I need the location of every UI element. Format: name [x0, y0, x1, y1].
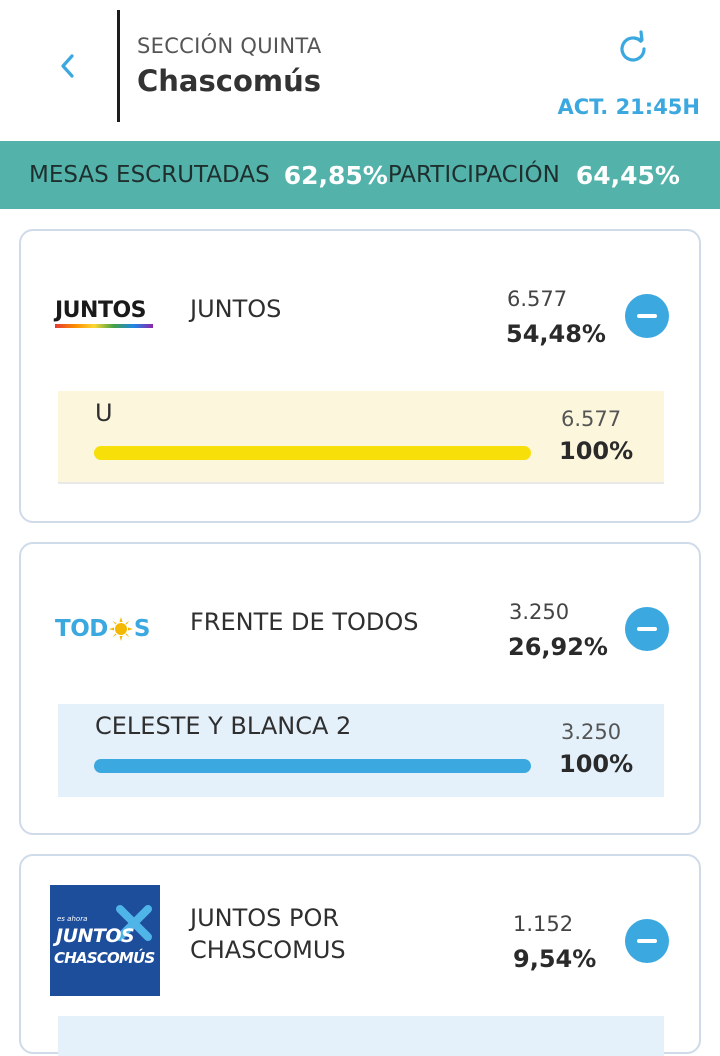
collapse-button[interactable]	[625, 607, 669, 651]
logo-tagline: es ahora	[57, 915, 88, 923]
logo-line-1: JUNTOS	[56, 925, 135, 947]
participacion-label: PARTICIPACIÓN	[387, 162, 560, 188]
list-percentage: 100%	[559, 750, 634, 778]
logo-line-2: CHASCOMÚS	[54, 949, 155, 967]
party-percentage: 9,54%	[513, 945, 597, 973]
page-title: Chascomús	[137, 64, 321, 98]
todos-logo-text-b: S	[133, 616, 151, 642]
party-card-juntos: JUNTOS JUNTOS 6.577 54,48% U 6.577 100%	[19, 229, 701, 523]
list-votes: 3.250	[561, 720, 622, 744]
party-percentage: 26,92%	[508, 633, 608, 661]
juntos-logo-stripe	[55, 324, 153, 328]
header: SECCIÓN QUINTA Chascomús ACT. 21:45H	[0, 0, 720, 140]
collapse-button[interactable]	[625, 294, 669, 338]
section-label: SECCIÓN QUINTA	[137, 34, 322, 58]
list-row-celeste-y-blanca-2: CELESTE Y BLANCA 2 3.250 100%	[58, 704, 664, 797]
party-name-line-2: CHASCOMUS	[190, 936, 346, 964]
refresh-button[interactable]	[614, 30, 652, 68]
party-name: JUNTOS POR CHASCOMUS	[190, 902, 346, 966]
list-percentage: 100%	[559, 437, 634, 465]
party-card-juntos-por-chascomus: es ahora JUNTOS CHASCOMÚS JUNTOS POR CHA…	[19, 854, 701, 1056]
mesas-value: 62,85%	[283, 160, 388, 190]
party-name: JUNTOS	[190, 295, 282, 323]
list-progress-bar	[94, 759, 531, 773]
list-progress-fill	[94, 759, 531, 773]
todos-logo: TOD S	[55, 614, 165, 644]
list-row-partial	[58, 1016, 664, 1056]
party-votes: 3.250	[509, 600, 570, 624]
mesas-label: MESAS ESCRUTADAS	[29, 162, 270, 188]
party-card-frente-de-todos: TOD S FRENTE DE TODOS 3.250 26,92% CELES…	[19, 542, 701, 835]
list-progress-fill	[94, 446, 531, 460]
stats-bar: MESAS ESCRUTADAS 62,85% PARTICIPACIÓN 64…	[0, 141, 720, 209]
party-votes: 6.577	[507, 287, 568, 311]
participacion-value: 64,45%	[575, 160, 680, 190]
refresh-icon	[620, 30, 646, 62]
list-votes: 6.577	[561, 407, 622, 431]
list-progress-bar	[94, 446, 531, 460]
juntos-chascomus-logo: es ahora JUNTOS CHASCOMÚS	[50, 885, 160, 996]
list-name: CELESTE Y BLANCA 2	[95, 712, 352, 740]
list-name: U	[95, 399, 113, 427]
x-mark-icon	[116, 905, 152, 941]
party-votes: 1.152	[513, 912, 574, 936]
chevron-left-icon	[61, 54, 74, 78]
sun-icon	[108, 617, 133, 641]
party-name-line-1: JUNTOS POR	[190, 904, 340, 932]
back-button[interactable]	[50, 48, 86, 84]
juntos-logo: JUNTOS	[55, 298, 157, 334]
list-row-u: U 6.577 100%	[58, 391, 664, 484]
collapse-button[interactable]	[625, 919, 669, 963]
juntos-logo-text: JUNTOS	[55, 298, 147, 323]
last-updated: ACT. 21:45H	[557, 95, 700, 119]
header-divider	[117, 10, 120, 122]
party-name: FRENTE DE TODOS	[190, 608, 419, 636]
todos-logo-text-a: TOD	[55, 616, 108, 642]
party-percentage: 54,48%	[506, 320, 606, 348]
